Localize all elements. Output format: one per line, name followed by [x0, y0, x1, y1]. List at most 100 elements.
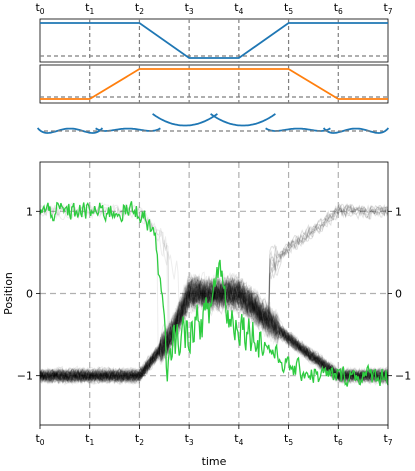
y-tick-label-right-2: 1: [395, 205, 402, 218]
top-tick-label-2: t2: [135, 1, 144, 16]
y-tick-label-left-0: −1: [17, 370, 33, 383]
top-tick-label-0-subscript: 0: [40, 7, 45, 16]
trajectory-51: [39, 284, 389, 385]
bottom-tick-label-2-subscript: 2: [139, 438, 144, 447]
bottom-tick-label-0-subscript: 0: [40, 438, 45, 447]
trajectory-22: [39, 276, 389, 385]
trajectory-76: [39, 203, 389, 384]
trajectory-86: [39, 273, 389, 384]
potential-curve-5: [322, 127, 390, 134]
trajectory-65: [39, 276, 389, 384]
potential-snapshots: [36, 113, 390, 134]
bottom-tick-label-5: t5: [284, 432, 293, 447]
trajectory-72: [39, 277, 389, 385]
potential-curve-3: [210, 113, 276, 127]
trajectory-70: [39, 279, 389, 385]
trajectory-38: [39, 273, 389, 385]
bottom-tick-label-6: t6: [334, 432, 343, 447]
top-tick-label-7-base: t: [383, 1, 388, 14]
bottom-tick-label-5-subscript: 5: [288, 438, 293, 447]
trajectory-6: [39, 277, 389, 385]
potential-curve-2: [152, 113, 218, 127]
bottom-tick-label-5-base: t: [284, 432, 289, 445]
top-tick-label-1-base: t: [85, 1, 90, 14]
top-tick-label-3-base: t: [185, 1, 190, 14]
bottom-tick-label-2: t2: [135, 432, 144, 447]
trajectory-31: [39, 273, 389, 385]
trajectory-62: [39, 279, 389, 384]
trajectory-74: [39, 273, 389, 385]
trajectory-58: [39, 273, 389, 385]
top-tick-label-2-subscript: 2: [139, 7, 144, 16]
top-tick-label-1: t1: [85, 1, 94, 16]
control-panel-1-grid: [89, 19, 339, 62]
bottom-tick-label-7-base: t: [383, 432, 388, 445]
y-tick-label-right-0: −1: [395, 370, 411, 383]
trajectory-49: [39, 273, 389, 385]
top-tick-label-5-subscript: 5: [288, 7, 293, 16]
bottom-tick-label-1-base: t: [85, 432, 90, 445]
y-tick-label-right-1: 0: [395, 288, 402, 301]
trajectory-56: [39, 280, 389, 384]
y-tick-label-left-1: 0: [26, 288, 33, 301]
bottom-tick-label-3-subscript: 3: [189, 438, 194, 447]
top-tick-label-7-subscript: 7: [388, 7, 393, 16]
trajectory-82: [39, 278, 389, 385]
top-tick-label-6-subscript: 6: [338, 7, 343, 16]
trajectory-50: [39, 278, 389, 385]
trajectory-64: [39, 277, 389, 385]
bottom-tick-label-4-subscript: 4: [239, 438, 244, 447]
top-tick-label-1-subscript: 1: [89, 7, 94, 16]
trajectory-3: [39, 201, 389, 382]
bottom-tick-label-4: t4: [234, 432, 243, 447]
trajectory-66: [39, 278, 389, 385]
trajectory-24: [39, 279, 389, 385]
control-series-orange: [40, 68, 388, 100]
trajectory-26: [39, 276, 389, 383]
trajectory-54: [39, 280, 389, 384]
top-tick-label-2-base: t: [135, 1, 140, 14]
trajectory-5: [39, 280, 389, 385]
y-tick-label-left-2: 1: [26, 205, 33, 218]
top-tick-label-3-subscript: 3: [189, 7, 194, 16]
bottom-tick-label-1: t1: [85, 432, 94, 447]
trajectory-34: [39, 277, 389, 385]
trajectory-83: [39, 272, 389, 386]
trajectory-45: [39, 281, 389, 386]
top-tick-label-5: t5: [284, 1, 293, 16]
top-tick-label-4-base: t: [234, 1, 239, 14]
trajectory-67: [39, 276, 389, 385]
bottom-tick-label-7-subscript: 7: [388, 438, 393, 447]
top-time-ticks: t0 t1 t2 t3 t4 t5 t6 t7: [35, 1, 392, 16]
bottom-tick-label-7: t7: [383, 432, 392, 447]
bottom-tick-label-0-base: t: [35, 432, 40, 445]
trajectory-52: [39, 204, 389, 384]
top-tick-label-5-base: t: [284, 1, 289, 14]
top-tick-label-4: t4: [234, 1, 243, 16]
trajectory-43: [39, 274, 389, 385]
trajectory-29: [39, 280, 389, 384]
trajectory-32: [39, 278, 389, 384]
trajectory-55: [39, 282, 389, 385]
trajectory-9: [39, 273, 389, 383]
control-panel-1-frame: [39, 18, 389, 63]
bottom-tick-label-3-base: t: [185, 432, 190, 445]
bottom-tick-label-3: t3: [185, 432, 194, 447]
trajectory-61: [39, 281, 389, 384]
y-axis-label: Position: [2, 272, 15, 315]
trajectory-39: [39, 278, 389, 386]
trajectory-44: [39, 204, 389, 384]
bottom-tick-label-0: t0: [35, 432, 44, 447]
trajectory-21: [39, 283, 389, 385]
x-axis-label: time: [202, 455, 227, 468]
top-tick-label-3: t3: [185, 1, 194, 16]
trajectory-25: [39, 204, 389, 384]
trajectory-35: [39, 203, 389, 385]
bottom-tick-label-4-base: t: [234, 432, 239, 445]
trajectory-80: [39, 204, 389, 385]
trajectory-68: [39, 275, 389, 385]
main-axis-ticks: −1 −10 01 1t0 t1 t2 t3 t4 t5 t6 t7: [17, 205, 411, 447]
main-panel: −1 −10 01 1t0 t1 t2 t3 t4 t5 t6 t7 time Position: [2, 161, 411, 468]
top-tick-label-7: t7: [383, 1, 392, 16]
control-panel-2: [39, 64, 389, 104]
